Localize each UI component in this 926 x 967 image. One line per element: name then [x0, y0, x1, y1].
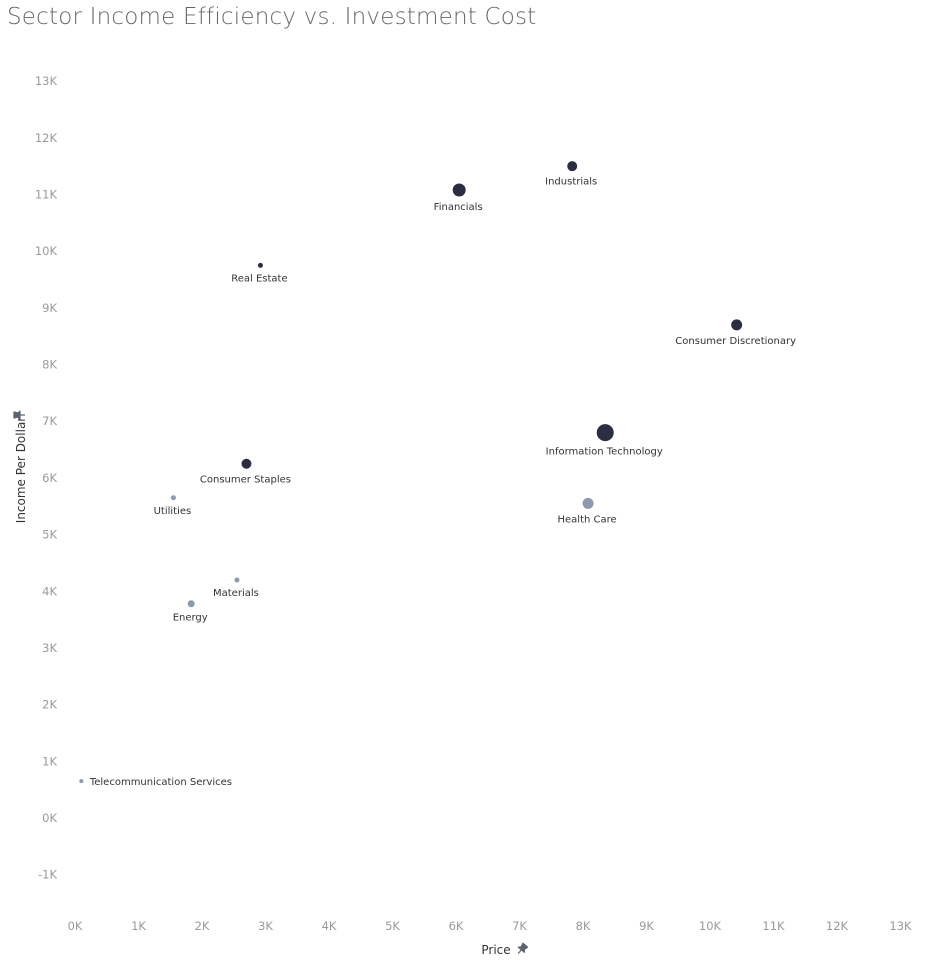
data-point-label: Consumer Discretionary — [675, 336, 796, 347]
x-tick-label: 11K — [762, 919, 785, 933]
x-tick-label: 5K — [385, 919, 400, 933]
x-tick-label: 0K — [68, 919, 83, 933]
x-tick-label: 9K — [639, 919, 654, 933]
x-tick-label: 13K — [889, 919, 912, 933]
x-tick-label: 12K — [826, 919, 849, 933]
data-point-marker[interactable] — [256, 261, 264, 269]
data-point[interactable]: Information Technology — [546, 423, 663, 458]
x-axis-title: Price — [481, 943, 510, 957]
x-axis: 0K 1K 2K 3K 4K 5K 6K 7K 8K 9K 10K 11K 12K 13K Price — [68, 919, 912, 957]
y-tick-label: 4K — [42, 584, 57, 598]
y-axis: -1K 0K 1K 2K 3K 4K 5K 6K 7K 8K 9K 10K 11K 12K 13K Inco… — [13, 74, 58, 882]
data-point[interactable]: Industrials — [545, 160, 597, 188]
y-tick-label: -1K — [38, 868, 57, 882]
data-point-label: Industrials — [545, 177, 597, 188]
y-tick-label: 8K — [42, 358, 57, 372]
data-point-marker[interactable] — [78, 778, 85, 785]
data-point[interactable]: Financials — [434, 182, 483, 213]
data-point-label: Utilities — [154, 506, 192, 517]
x-tick-label: 10K — [699, 919, 722, 933]
y-axis-title: Income Per Dollar — [14, 417, 28, 524]
data-point[interactable]: Health Care — [557, 496, 617, 525]
data-point-label: Financials — [434, 202, 483, 213]
y-tick-label: 10K — [35, 244, 58, 258]
data-point-marker[interactable] — [233, 576, 241, 584]
x-tick-label: 4K — [322, 919, 337, 933]
data-point[interactable]: Utilities — [154, 494, 192, 517]
x-axis-ticks: 0K 1K 2K 3K 4K 5K 6K 7K 8K 9K 10K 11K 12K 13K — [68, 919, 912, 933]
y-tick-label: 9K — [42, 301, 57, 315]
data-point-marker[interactable] — [730, 318, 744, 332]
y-axis-pin-icon[interactable] — [13, 410, 25, 420]
data-point-label: Telecommunication Services — [89, 777, 232, 788]
x-tick-label: 2K — [195, 919, 210, 933]
data-points: Industrials Financials Real Estate Consumer… — [78, 160, 796, 788]
y-tick-label: 6K — [42, 471, 57, 485]
data-point-marker[interactable] — [451, 182, 467, 198]
x-axis-pin-icon[interactable] — [515, 942, 529, 957]
data-point-label: Energy — [173, 613, 208, 624]
x-tick-label: 3K — [258, 919, 273, 933]
data-point[interactable]: Energy — [173, 599, 208, 624]
x-tick-label: 7K — [512, 919, 527, 933]
data-point-label: Information Technology — [546, 447, 663, 458]
data-point-marker[interactable] — [169, 494, 177, 502]
data-point-marker[interactable] — [240, 457, 253, 470]
y-tick-label: 0K — [42, 811, 57, 825]
y-tick-label: 13K — [35, 74, 58, 88]
y-tick-label: 5K — [42, 528, 57, 542]
data-point-marker[interactable] — [186, 599, 196, 609]
data-point[interactable]: Consumer Staples — [200, 457, 291, 485]
y-tick-label: 3K — [42, 641, 57, 655]
chart-title: Sector Income Efficiency vs. Investment … — [7, 4, 537, 30]
x-tick-label: 6K — [449, 919, 464, 933]
data-point-marker[interactable] — [581, 496, 595, 510]
data-point-marker[interactable] — [595, 423, 615, 443]
data-point-label: Consumer Staples — [200, 474, 291, 485]
data-point[interactable]: Consumer Discretionary — [675, 318, 796, 347]
data-point[interactable]: Materials — [213, 576, 259, 599]
data-point-marker[interactable] — [566, 160, 579, 173]
y-tick-label: 2K — [42, 698, 57, 712]
y-axis-ticks: -1K 0K 1K 2K 3K 4K 5K 6K 7K 8K 9K 10K 11K 12K 13K — [35, 74, 58, 882]
data-point[interactable]: Telecommunication Services — [78, 777, 232, 788]
data-point-label: Materials — [213, 588, 259, 599]
x-tick-label: 8K — [576, 919, 591, 933]
y-tick-label: 7K — [42, 414, 57, 428]
y-tick-label: 12K — [35, 131, 58, 145]
x-tick-label: 1K — [131, 919, 146, 933]
data-point-label: Real Estate — [231, 273, 287, 284]
data-point[interactable]: Real Estate — [231, 261, 288, 284]
y-tick-label: 11K — [35, 188, 58, 202]
y-tick-label: 1K — [42, 754, 57, 768]
data-point-label: Health Care — [557, 514, 616, 525]
